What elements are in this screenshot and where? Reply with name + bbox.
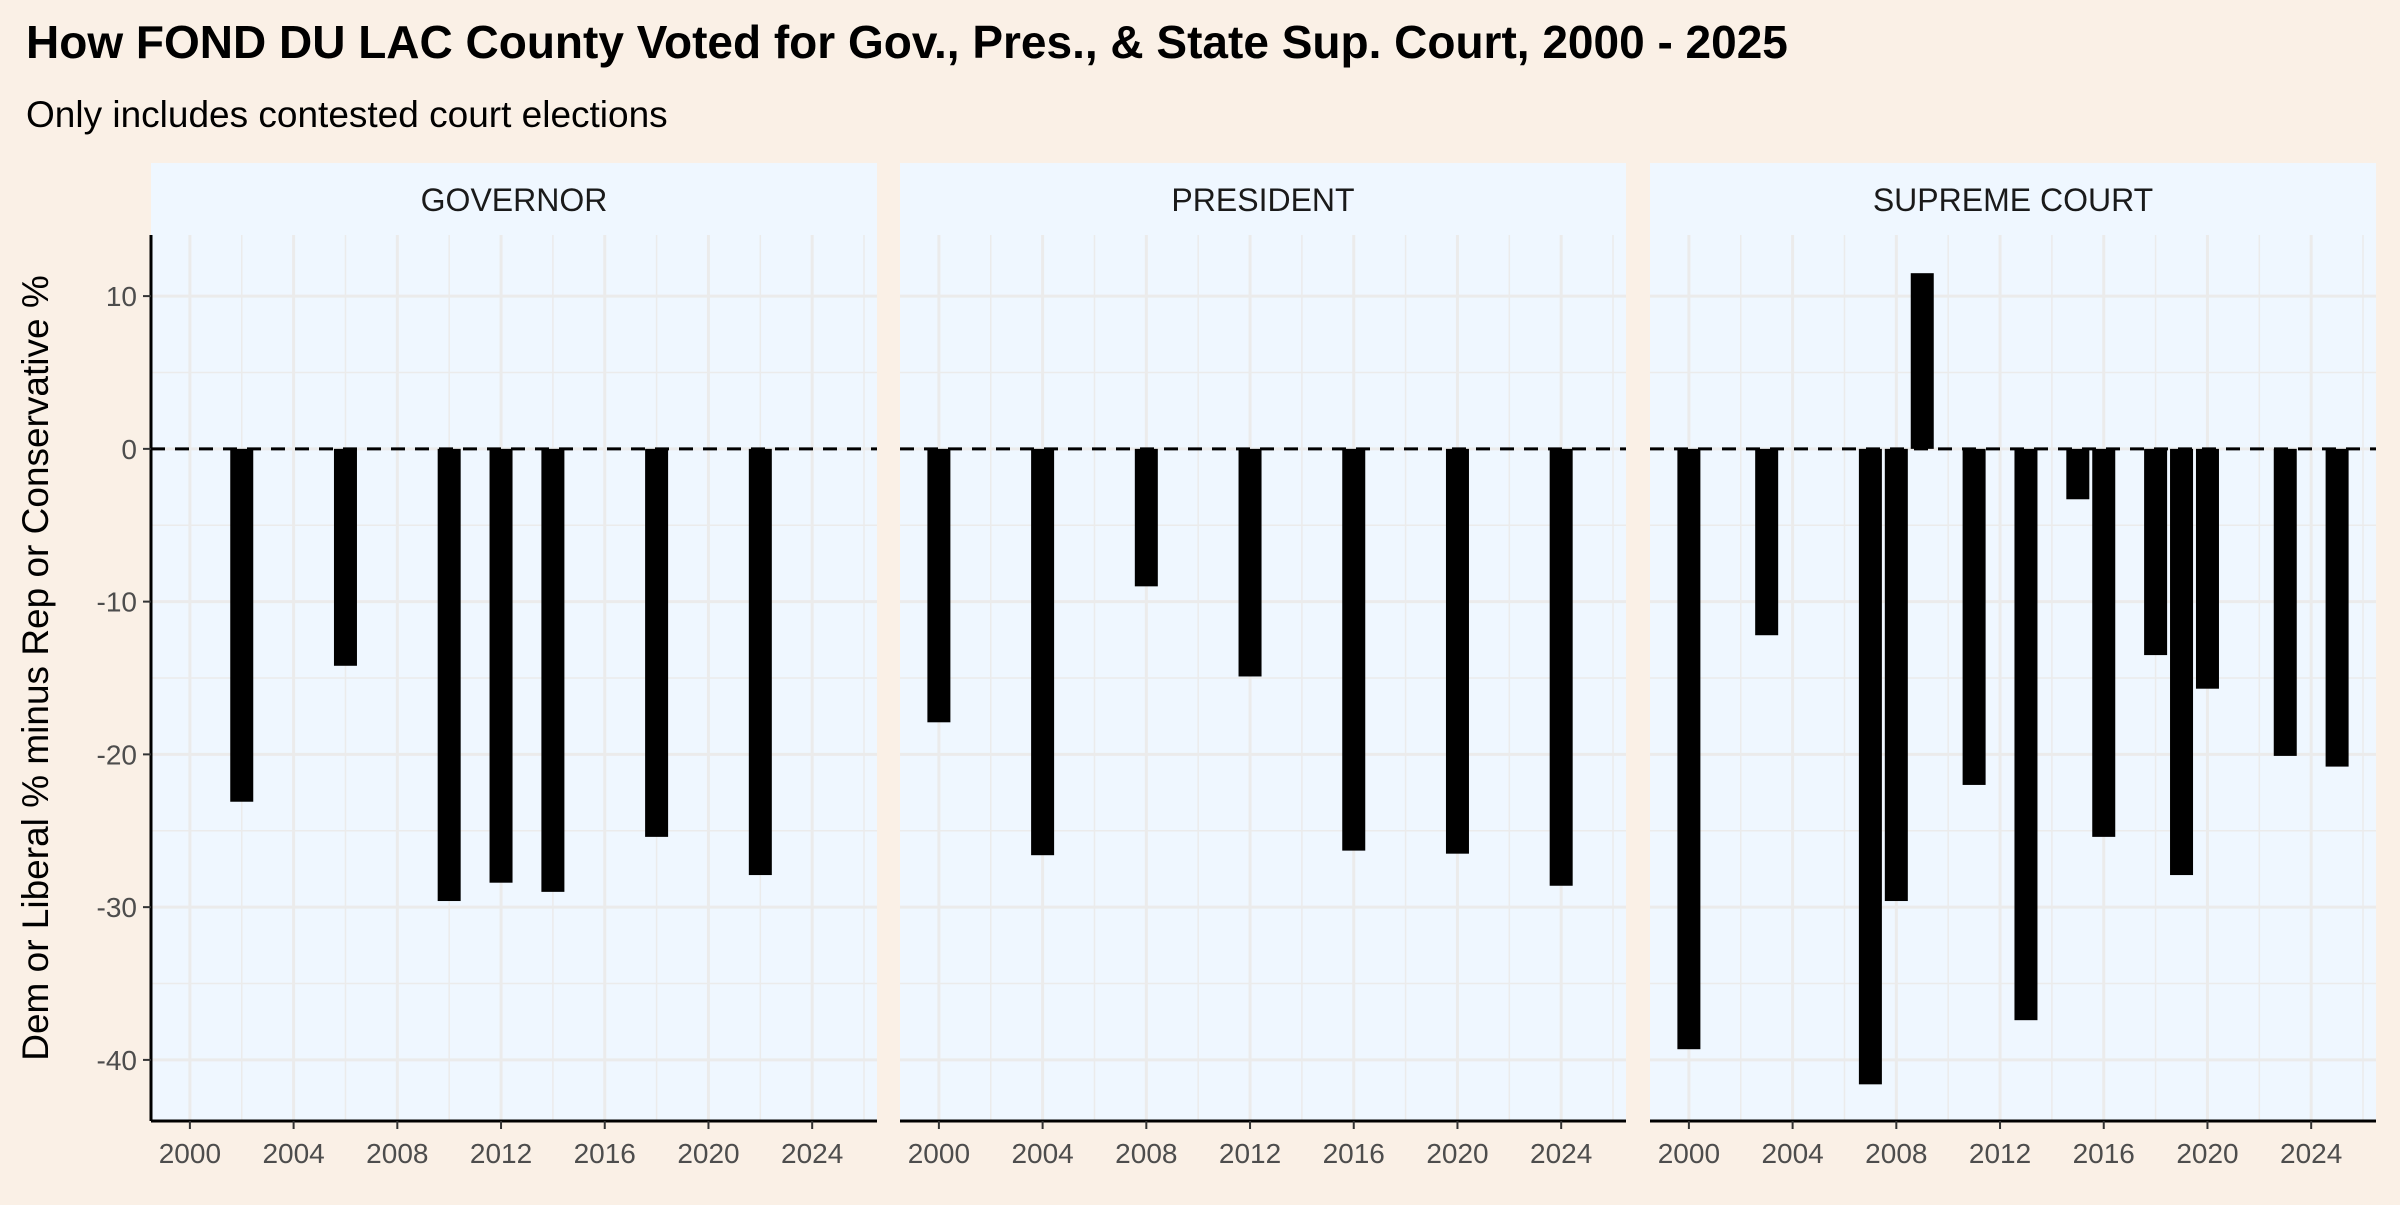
x-tick-label: 2004 [1761, 1138, 1823, 1169]
bar [748, 448, 772, 876]
x-tick-label: 2012 [470, 1138, 532, 1169]
facet-panels: GOVERNOR 2000 2004 2008 2012 2016 2020 2024 10 0 -… [97, 163, 2376, 1169]
bar [1549, 448, 1573, 886]
chart-title: How FOND DU LAC County Voted for Gov., P… [26, 16, 1788, 68]
bar [230, 448, 254, 802]
x-tick-label: 2000 [1658, 1138, 1720, 1169]
bar [541, 448, 565, 892]
facet-panel: PRESIDENT 2000 2004 2008 2012 2016 2020 2024 [900, 163, 1626, 1169]
y-tick-label: -30 [97, 892, 137, 923]
x-tick-label: 2012 [1969, 1138, 2031, 1169]
bar [1677, 448, 1701, 1050]
y-tick-label: -40 [97, 1045, 137, 1076]
x-tick-label: 2004 [1011, 1138, 1073, 1169]
bar [2014, 448, 2038, 1021]
bar [2066, 448, 2090, 500]
bar [645, 448, 669, 837]
x-tick-label: 2024 [1530, 1138, 1592, 1169]
bar [1342, 448, 1366, 851]
x-tick-label: 2016 [1323, 1138, 1385, 1169]
x-tick-label: 2008 [366, 1138, 428, 1169]
x-tick-label: 2020 [2176, 1138, 2238, 1169]
bar [1238, 448, 1262, 677]
bar [1884, 448, 1908, 902]
x-tick-label: 2016 [2073, 1138, 2135, 1169]
bar [2144, 448, 2168, 656]
x-tick-label: 2012 [1219, 1138, 1281, 1169]
facet-panel: SUPREME COURT 2000 2004 2008 2012 2016 2020 202… [1650, 163, 2376, 1169]
bar [1445, 448, 1469, 854]
bar [1858, 448, 1882, 1085]
facet-strip [900, 163, 1626, 235]
y-tick-label: -20 [97, 739, 137, 770]
x-tick-label: 2008 [1115, 1138, 1177, 1169]
facet-panel: GOVERNOR 2000 2004 2008 2012 2016 2020 2024 10 0 -… [97, 163, 877, 1169]
bar [333, 448, 357, 666]
facet-strip-label: PRESIDENT [1171, 182, 1354, 218]
bar [2170, 448, 2194, 876]
bar [2195, 448, 2219, 689]
bar [489, 448, 513, 883]
bar [927, 448, 951, 723]
bar [2273, 448, 2297, 756]
y-tick-label: -10 [97, 587, 137, 618]
x-tick-label: 2020 [677, 1138, 739, 1169]
x-tick-label: 2016 [574, 1138, 636, 1169]
bar [2325, 448, 2349, 767]
facet-strip-label: GOVERNOR [421, 182, 608, 218]
facet-strip-label: SUPREME COURT [1873, 182, 2153, 218]
facet-strip [1650, 163, 2376, 235]
x-tick-label: 2004 [262, 1138, 324, 1169]
y-tick-label: 0 [121, 434, 137, 465]
bar [1755, 448, 1779, 636]
facet-strip [151, 163, 877, 235]
y-tick-label: 10 [106, 281, 137, 312]
x-tick-label: 2024 [781, 1138, 843, 1169]
x-tick-label: 2024 [2280, 1138, 2342, 1169]
x-tick-label: 2008 [1865, 1138, 1927, 1169]
chart-subtitle: Only includes contested court elections [26, 94, 668, 135]
y-axis-label: Dem or Liberal % minus Rep or Conservati… [15, 275, 56, 1061]
x-tick-label: 2000 [159, 1138, 221, 1169]
bar [1031, 448, 1055, 856]
bar [1134, 448, 1158, 587]
bar [1910, 273, 1934, 449]
x-tick-label: 2000 [908, 1138, 970, 1169]
bar [437, 448, 461, 902]
bar [2092, 448, 2116, 837]
bar [1962, 448, 1986, 785]
x-tick-label: 2020 [1426, 1138, 1488, 1169]
